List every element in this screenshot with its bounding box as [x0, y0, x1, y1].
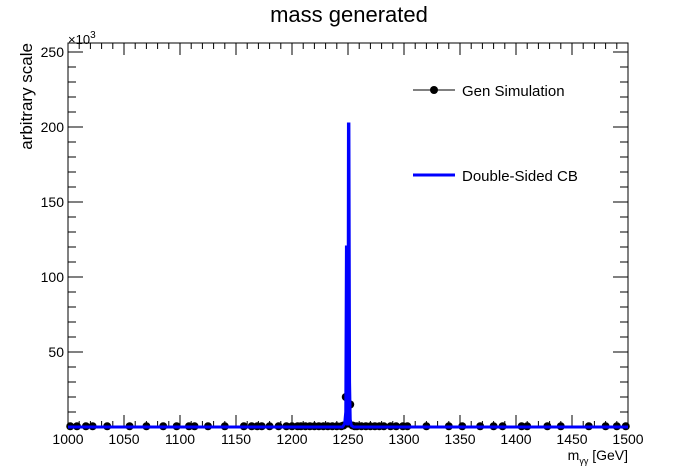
- legend-gen-label: Gen Simulation: [462, 83, 565, 100]
- x-tick-label: 1300: [388, 431, 419, 447]
- x-tick-label: 1100: [165, 431, 195, 447]
- y-tick-label: 250: [41, 44, 65, 60]
- x-tick-label: 1350: [444, 431, 475, 447]
- x-tick-label: 1050: [108, 431, 139, 447]
- x-axis-label-sub: γγ: [579, 456, 589, 466]
- y-tick-label: 200: [41, 119, 65, 135]
- y-tick-label: 100: [41, 269, 65, 285]
- y-tick-label: 50: [48, 344, 64, 360]
- x-tick-label: 1150: [221, 431, 251, 447]
- x-axis: 1000 1050 1100 1150 1200 1250 1300 1350 1400 1450…: [52, 43, 644, 447]
- x-tick-label: 1000: [52, 431, 83, 447]
- legend-gen-marker: [430, 86, 438, 94]
- x-axis-label-unit: [GeV]: [588, 447, 628, 463]
- fit-curve: [68, 122, 628, 429]
- chart-title: mass generated: [270, 2, 428, 27]
- y-axis-label: arbitrary scale: [17, 43, 36, 150]
- x-axis-label-main: m: [568, 447, 580, 463]
- double-sided-cb-series: [68, 122, 628, 429]
- x-tick-label: 1450: [556, 431, 587, 447]
- x-axis-label: mγγ [GeV]: [568, 447, 628, 466]
- x-tick-label: 1200: [276, 431, 307, 447]
- legend-cb-label: Double-Sided CB: [462, 168, 578, 185]
- y-tick-label: 150: [41, 194, 65, 210]
- y-multiplier: ×103: [68, 30, 96, 47]
- y-multiplier-exponent: 3: [90, 30, 96, 41]
- y-axis: 50 100 150 200 250: [41, 44, 628, 413]
- legend: Gen Simulation Double-Sided CB: [413, 83, 578, 185]
- x-tick-label: 1250: [332, 431, 363, 447]
- x-tick-label: 1500: [612, 431, 643, 447]
- x-tick-label: 1400: [500, 431, 531, 447]
- y-multiplier-base: ×10: [68, 32, 90, 47]
